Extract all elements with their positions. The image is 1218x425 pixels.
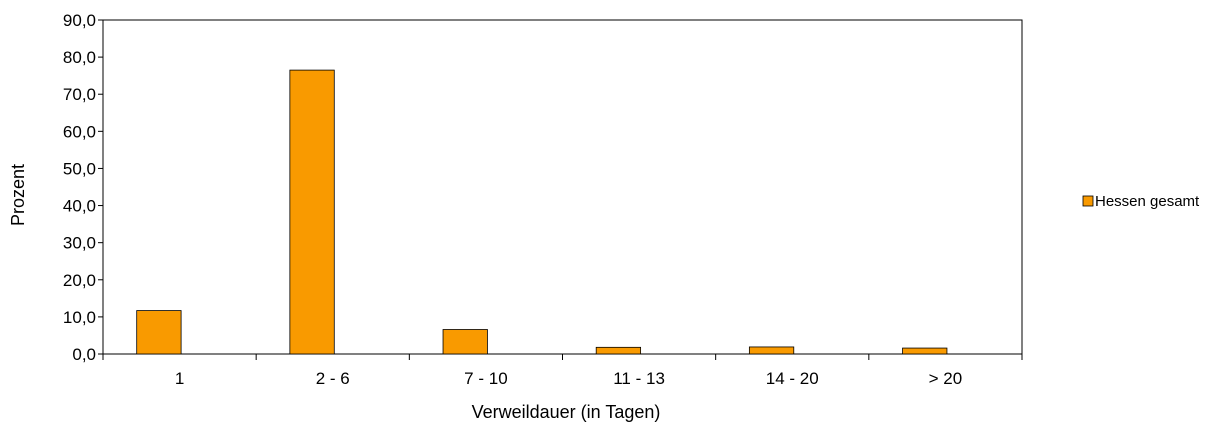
bar [289, 69, 335, 355]
y-tick-label: 0,0 [72, 345, 96, 364]
x-tick-label: 14 - 20 [766, 369, 819, 388]
y-tick-label: 70,0 [63, 85, 96, 104]
x-axis: 1 2 - 6 7 - 10 11 - 13 14 - 20 > 20 [102, 354, 1023, 388]
y-tick-label: 30,0 [63, 234, 96, 253]
bar [136, 310, 182, 355]
y-tick-label: 10,0 [63, 308, 96, 327]
y-tick-label: 40,0 [63, 197, 96, 216]
y-axis: 0,0 10,0 20,0 30,0 40,0 50,0 60,0 70,0 80,0 90,0 [63, 11, 103, 364]
y-axis-title: Prozent [8, 164, 28, 226]
x-tick-label: 11 - 13 [613, 369, 665, 388]
x-tick-label: 1 [175, 369, 184, 388]
y-tick-label: 20,0 [63, 271, 96, 290]
x-tick-label: > 20 [929, 369, 963, 388]
bar [595, 346, 642, 355]
bar-series [136, 69, 948, 355]
bar [902, 347, 948, 355]
bar [442, 329, 488, 355]
x-axis-title: Verweildauer (in Tagen) [472, 402, 661, 422]
y-tick-label: 90,0 [63, 11, 96, 30]
plot-area [102, 19, 1023, 355]
legend-label: Hessen gesamt [1095, 193, 1200, 210]
legend-swatch [1082, 195, 1094, 207]
legend: Hessen gesamt [1082, 193, 1200, 210]
y-tick-label: 50,0 [63, 159, 96, 178]
y-tick-label: 80,0 [63, 48, 96, 67]
x-tick-label: 7 - 10 [464, 369, 507, 388]
bar [748, 346, 795, 355]
y-tick-label: 60,0 [63, 122, 96, 141]
x-tick-label: 2 - 6 [316, 369, 350, 388]
